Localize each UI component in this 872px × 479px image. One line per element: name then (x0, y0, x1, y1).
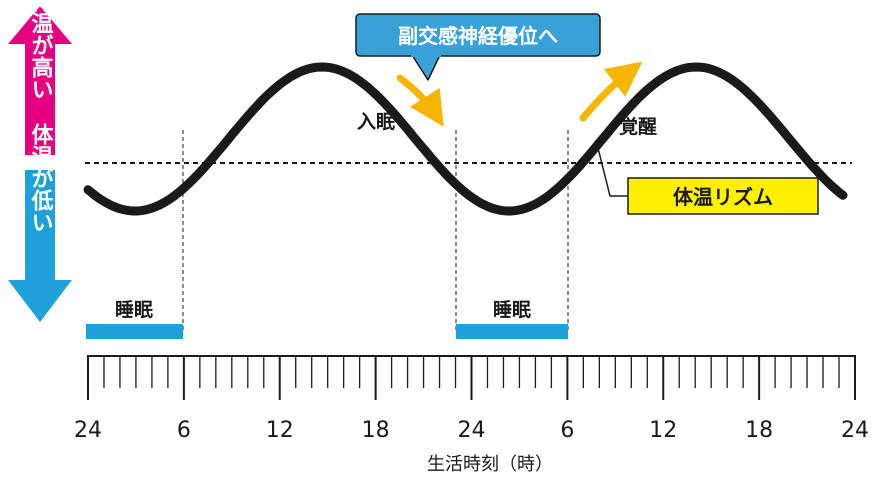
axis-tick-label: 18 (745, 418, 773, 443)
sleep-bar-1 (86, 324, 183, 339)
axis-tick-label: 24 (458, 418, 486, 443)
callout-text: 副交感神経優位へ (398, 24, 558, 48)
rhythm-leader-line (595, 139, 628, 197)
axis-tick-label: 24 (841, 418, 869, 443)
axis-tick-label: 6 (560, 418, 574, 443)
wake-arrow (579, 61, 643, 122)
sleep-onset-label: 入眠 (357, 111, 395, 133)
callout-tail (411, 54, 441, 81)
body-temperature-curve (83, 62, 848, 216)
axis-tick-label: 6 (177, 418, 191, 443)
axis-tick-label: 12 (266, 418, 294, 443)
callout-box (355, 13, 601, 57)
parasympathetic-callout: 副交感神経優位へ (355, 13, 601, 81)
axis-tick-label: 24 (74, 418, 102, 443)
time-axis-tick-labels: 24 6 12 18 24 6 12 18 24 (74, 418, 869, 443)
sleep-bar-2 (456, 324, 568, 339)
wake-label: 覚醒 (619, 115, 657, 138)
time-axis (87, 355, 856, 400)
sleep-label-2: 睡眠 (493, 299, 531, 321)
rhythm-label-box (627, 177, 819, 215)
axis-title: 生活時刻（時） (427, 454, 553, 475)
high-temp-arrow-shape (8, 6, 72, 155)
low-temp-arrow-shape (8, 170, 72, 322)
high-temp-label: 体温が高い (28, 0, 54, 100)
low-temp-arrow: 体温が低い (8, 123, 72, 322)
low-temp-label: 体温が低い (28, 123, 55, 233)
axis-tick-label: 12 (649, 418, 677, 443)
high-temp-arrow: 体温が高い (8, 0, 72, 155)
rhythm-label-text: 体温リズム (673, 185, 773, 209)
sleep-label-1: 睡眠 (115, 299, 153, 321)
sleep-onset-arrow (396, 74, 444, 127)
axis-tick-label: 18 (362, 418, 390, 443)
